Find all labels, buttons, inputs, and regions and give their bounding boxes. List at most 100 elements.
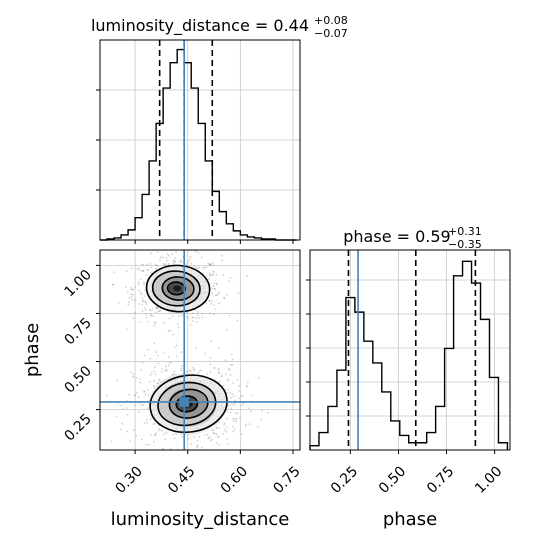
p2-point <box>153 384 155 387</box>
p2-point <box>170 311 173 314</box>
p2-point <box>226 293 228 296</box>
p3-title-sup: +0.31 <box>448 225 482 238</box>
p2-point <box>143 391 145 393</box>
p2-truth-square <box>179 396 190 407</box>
p2-point <box>201 446 203 449</box>
p2-point <box>233 404 236 406</box>
p2-point <box>233 428 236 430</box>
p2-point <box>177 326 180 329</box>
p2-point <box>197 252 200 254</box>
p2-point <box>228 367 230 370</box>
p2-point <box>164 263 167 266</box>
p2-point <box>213 367 216 369</box>
p2-point <box>150 266 153 269</box>
p2-point <box>214 294 217 297</box>
p2-point <box>187 260 190 263</box>
p2-ytick-label-0: 0.25 <box>61 411 94 444</box>
p2-point <box>217 371 220 374</box>
p2-point <box>199 369 202 372</box>
p3-title: phase = 0.59 <box>343 227 450 246</box>
p2-point <box>244 423 247 426</box>
p2-point <box>140 368 143 371</box>
p2-point <box>229 411 232 414</box>
p2-point <box>137 267 140 269</box>
p2-point <box>236 379 239 381</box>
p2-point <box>221 374 224 377</box>
p2-point <box>257 426 260 428</box>
p2-point <box>195 347 197 350</box>
p1-title-main: luminosity_distance = 0.44 <box>91 16 309 36</box>
p2-point <box>119 428 122 431</box>
p2-point <box>156 382 159 385</box>
p2-point <box>222 274 225 277</box>
p2-point <box>157 251 160 254</box>
p2-point <box>138 290 141 292</box>
p2-contour-0-1 <box>151 270 201 307</box>
p2-point <box>217 367 220 370</box>
p2-point <box>208 272 211 275</box>
p2-xlabel: luminosity_distance <box>111 509 290 530</box>
p2-point <box>175 433 178 435</box>
p2-point <box>236 319 239 322</box>
p2-contour-0-0 <box>145 264 211 313</box>
p2-point <box>212 264 215 267</box>
p2-point <box>137 281 140 284</box>
p2-point <box>159 258 161 261</box>
p2-point <box>156 307 158 310</box>
p2-point <box>224 359 227 362</box>
p2-point <box>141 438 143 441</box>
p2-point <box>228 280 230 283</box>
p2-point <box>190 262 193 265</box>
p2-point <box>172 373 175 376</box>
p2-point <box>218 302 220 305</box>
p2-point <box>140 293 143 296</box>
p2-point <box>226 417 228 420</box>
p2-point <box>126 413 129 416</box>
p2-point <box>226 442 229 445</box>
p2-point <box>134 311 137 314</box>
p2-point <box>142 263 145 266</box>
p2-point <box>155 432 157 435</box>
p2-point <box>216 427 218 430</box>
p2-point <box>129 288 132 291</box>
p2-point <box>212 429 215 432</box>
p2-point <box>189 451 191 453</box>
p2-point <box>218 426 221 429</box>
p2-point <box>143 283 146 286</box>
p2-point <box>152 440 155 443</box>
p3-xtick-label-1: 0.50 <box>376 464 409 497</box>
p2-point <box>164 438 167 440</box>
p2-point <box>190 443 193 445</box>
p2-point <box>85 400 87 402</box>
p2-point <box>210 300 213 302</box>
p2-point <box>147 394 150 397</box>
p2-point <box>230 353 233 356</box>
p2-point <box>226 392 229 394</box>
p2-point <box>168 254 170 257</box>
p2-point <box>153 321 156 324</box>
p2-point <box>221 254 223 257</box>
p2-point <box>193 436 195 438</box>
p2-point <box>120 404 122 407</box>
p2-point <box>222 384 225 387</box>
p2-point <box>180 259 182 262</box>
p2-point <box>154 366 156 369</box>
p2-point <box>191 366 194 369</box>
p2-point <box>162 256 164 259</box>
p2-point <box>143 295 146 297</box>
p2-point <box>210 439 213 442</box>
p2-point <box>202 266 204 269</box>
p2-point <box>235 420 238 423</box>
p2-point <box>142 269 145 272</box>
p2-point <box>141 310 144 312</box>
p2-point <box>232 382 235 384</box>
p2-point <box>250 394 253 397</box>
p2-point <box>193 368 196 371</box>
p2-point <box>150 371 153 374</box>
p2-point <box>155 311 158 314</box>
panel-luminosity-distance-hist: luminosity_distance = 0.44 +0.08 −0.07 <box>91 14 348 244</box>
p2-point <box>143 422 146 424</box>
p2-point <box>223 296 226 299</box>
p2-point <box>213 367 216 369</box>
